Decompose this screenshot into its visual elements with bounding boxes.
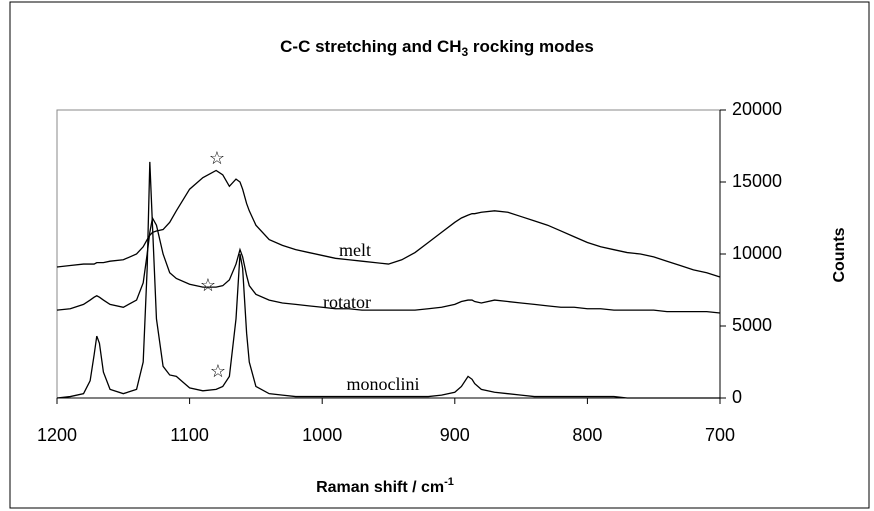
star-marker: ☆ [209,148,225,168]
y-tick-label: 20000 [732,99,782,119]
y-tick-label: 15000 [732,171,782,191]
x-tick-label: 1100 [170,425,209,445]
y-tick-label: 10000 [732,243,782,263]
x-tick-label: 700 [705,425,735,445]
star-marker: ☆ [210,361,226,381]
star-marker: ☆ [200,275,216,295]
x-tick-label: 800 [572,425,602,445]
y-tick-label: 5000 [732,315,772,335]
x-tick-label: 1200 [37,425,77,445]
series-label: rotator [323,292,371,312]
series-label: melt [339,240,371,260]
x-label-part: Raman shift / cm [316,479,444,496]
series-label: monoclini [347,374,420,394]
chart-title: C-C stretching and CH3 rocking modes [280,37,594,59]
series-line [56,161,720,399]
annotations: ☆ ☆ ☆ [200,148,226,381]
y-tick-label: 0 [732,387,742,407]
series-line [56,169,721,278]
x-tick-label: 900 [440,425,470,445]
title-part: C-C stretching and CH [280,37,461,56]
title-subscript: 3 [462,45,469,59]
series-line [56,216,721,314]
title-part: rocking modes [468,37,594,56]
y-axis-label: Counts [831,227,848,282]
x-tick-label: 1000 [302,425,342,445]
x-label-superscript: -1 [444,476,454,488]
x-axis-label: Raman shift / cm-1 [316,476,454,496]
